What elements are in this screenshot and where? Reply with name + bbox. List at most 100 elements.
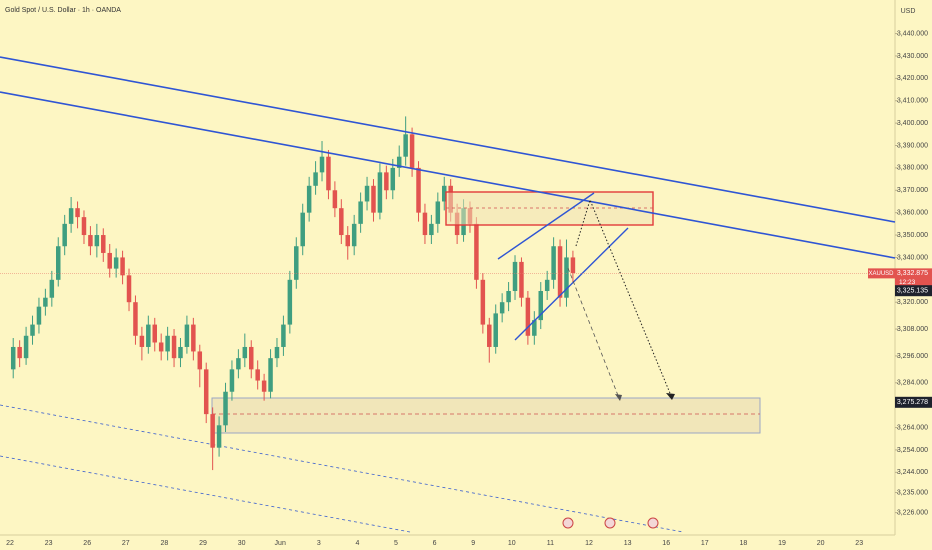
candle-body: [113, 257, 119, 269]
y-tick-label: 3,284.000: [897, 380, 928, 387]
drawings: [0, 397, 761, 533]
candle-body: [203, 369, 209, 415]
candle-body: [487, 324, 492, 347]
trend-line-lower: [0, 91, 896, 259]
candle-body: [474, 223, 479, 280]
last-price-label: 3,332.875: [897, 270, 928, 277]
candle-body: [17, 346, 22, 359]
candle-body: [133, 302, 138, 336]
channel-dashed-upper: [0, 404, 684, 533]
event-icon[interactable]: [647, 517, 659, 529]
candle-body: [107, 252, 112, 269]
candle-body: [23, 335, 29, 359]
candle-body: [532, 320, 537, 336]
x-tick-label: 17: [701, 540, 709, 547]
candle-body: [480, 279, 486, 325]
y-tick-label: 3,308.000: [897, 326, 928, 333]
x-tick-label: Jun: [275, 540, 286, 547]
candle-body: [10, 346, 16, 370]
candle-body: [564, 257, 569, 298]
currency-label: USD: [901, 8, 916, 15]
x-tick-label: 26: [83, 540, 91, 547]
candle-body: [441, 185, 447, 202]
arrow-head: [666, 393, 675, 400]
x-tick-label: 22: [6, 540, 14, 547]
y-tick-label: 3,254.000: [897, 447, 928, 454]
candle-body: [171, 335, 177, 359]
candle-body: [197, 351, 203, 370]
candle-body: [281, 324, 286, 347]
candle-body: [416, 167, 421, 213]
candle-body: [55, 246, 61, 280]
y-tick-label: 3,370.000: [897, 187, 928, 194]
candle-body: [62, 223, 67, 247]
symbol-tag: [868, 268, 895, 279]
resistance-zone: [445, 191, 654, 226]
candle-body: [88, 235, 93, 247]
candle-body: [306, 185, 312, 213]
y-tick-label: 3,264.000: [897, 424, 928, 431]
candles: [10, 116, 576, 471]
candle-body: [358, 201, 363, 224]
candle-body: [512, 261, 518, 292]
y-tick-label: 3,296.000: [897, 353, 928, 360]
candle-body: [300, 212, 305, 247]
x-tick-label: 20: [817, 540, 825, 547]
candle-body: [506, 291, 511, 303]
y-tick-label: 3,244.000: [897, 469, 928, 476]
candle-body: [519, 261, 524, 298]
candle-body: [158, 342, 164, 352]
candle-body: [364, 185, 370, 202]
candle-body: [126, 275, 132, 303]
x-tick-label: 11: [547, 540, 554, 547]
y-tick-label: 3,390.000: [897, 142, 928, 149]
x-tick-label: 27: [122, 540, 130, 547]
candle-body: [493, 313, 498, 347]
y-tick-label: 3,420.000: [897, 75, 928, 82]
candle-body: [429, 223, 434, 236]
candle-body: [49, 279, 55, 298]
x-tick-label: 3: [317, 540, 321, 547]
x-tick-label: 18: [740, 540, 748, 547]
candle-body: [287, 279, 293, 325]
x-tick-label: 28: [161, 540, 169, 547]
x-tick-label: 12: [585, 540, 593, 547]
candle-body: [294, 246, 299, 280]
candle-body: [30, 324, 35, 336]
candle-body: [409, 134, 415, 168]
candle-body: [544, 279, 550, 292]
x-tick-label: 9: [471, 540, 475, 547]
candle-body: [223, 391, 228, 426]
candle-body: [242, 346, 248, 359]
support-zone: [211, 397, 761, 434]
candle-body: [178, 346, 183, 359]
event-icon[interactable]: [562, 517, 574, 529]
projection-dashed: [567, 267, 620, 399]
candle-body: [165, 335, 170, 352]
candle-body: [499, 302, 505, 314]
price-tag: [895, 285, 932, 297]
candle-body: [332, 190, 338, 209]
candle-body: [191, 324, 196, 352]
y-tick-label: 3,380.000: [897, 165, 928, 172]
candle-body: [248, 346, 254, 370]
x-tick-label: 19: [778, 540, 786, 547]
candle-body: [261, 380, 267, 392]
candle-body: [255, 369, 260, 381]
candle-body: [313, 172, 318, 186]
y-tick-label: 3,440.000: [897, 30, 928, 37]
event-icon[interactable]: [604, 517, 616, 529]
x-tick-label: 29: [199, 540, 207, 547]
candle-body: [120, 257, 125, 276]
candle-body: [139, 335, 145, 347]
candle-body: [377, 172, 383, 213]
x-tick-label: 13: [624, 540, 632, 547]
candle-body: [152, 324, 158, 343]
candle-body: [229, 369, 235, 392]
candle-body: [525, 297, 531, 336]
x-tick-label: 16: [662, 540, 670, 547]
candle-body: [146, 324, 151, 347]
candle-body: [345, 235, 351, 247]
x-tick-label: 30: [238, 540, 246, 547]
y-tick-label: 3,350.000: [897, 232, 928, 239]
